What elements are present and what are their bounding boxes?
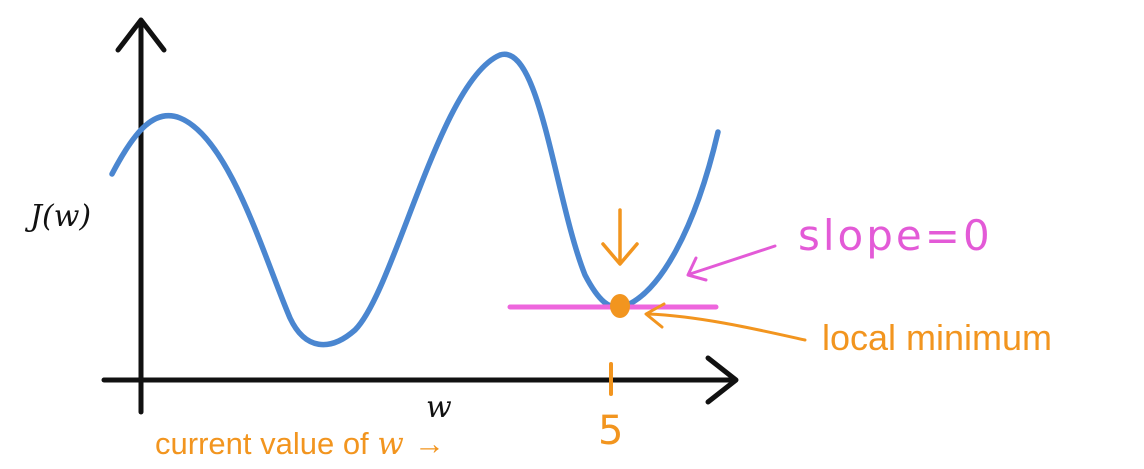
axes xyxy=(101,17,739,415)
tick-label: 5 xyxy=(598,408,623,454)
slope-pointer-arrow-icon xyxy=(686,244,777,282)
current-value-text: current value of xyxy=(155,426,377,461)
minimum-pointer-arrow-icon xyxy=(644,302,807,342)
x-axis-arrowhead xyxy=(705,355,739,405)
current-value-arrow-icon: → xyxy=(414,426,445,461)
slope-annotation: slope=0 xyxy=(798,211,993,260)
minimum-annotation: local minimum xyxy=(822,317,1052,358)
current-point xyxy=(610,294,630,318)
current-value-annotation: current value of w → xyxy=(155,426,445,462)
x-axis-label: w xyxy=(426,390,452,425)
down-arrow-icon xyxy=(601,208,639,266)
current-value-variable: w xyxy=(377,426,404,462)
y-axis-arrowhead xyxy=(115,17,167,53)
y-axis-label: J(w) xyxy=(24,199,91,234)
